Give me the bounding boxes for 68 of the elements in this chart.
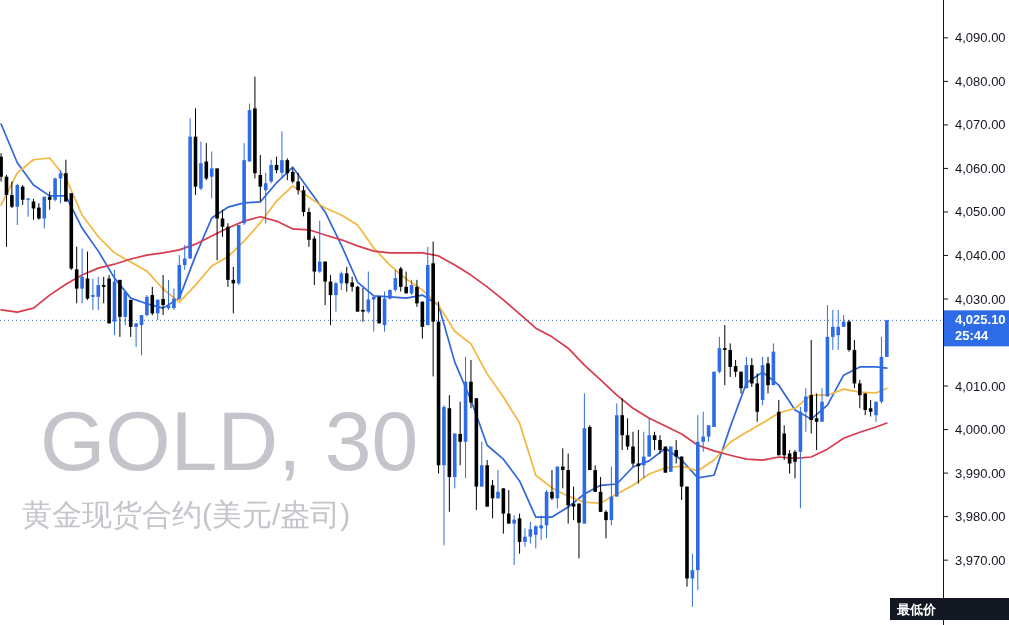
candlestick — [0, 152, 3, 182]
candlestick — [415, 279, 419, 308]
candlestick — [172, 288, 176, 311]
candlestick — [701, 411, 705, 453]
y-tick-label: 4,040.00 — [955, 247, 1006, 263]
y-tick-label: 3,970.00 — [955, 552, 1006, 568]
candlestick — [631, 431, 635, 468]
candlestick — [593, 464, 597, 493]
y-tick-label: 4,080.00 — [955, 73, 1006, 89]
candlestick — [604, 509, 608, 539]
candlestick — [317, 220, 322, 274]
candlestick — [101, 276, 106, 304]
candlestick — [334, 281, 338, 313]
candlestick — [512, 514, 516, 566]
text: GOLD, 30 — [40, 394, 419, 488]
candlestick — [577, 503, 581, 559]
candlestick — [506, 489, 511, 525]
y-tick-label: 4,050.00 — [955, 204, 1006, 220]
y-tick-label: 4,000.00 — [955, 422, 1006, 438]
candlestick — [323, 261, 327, 306]
candlestick — [674, 439, 678, 465]
candlestick — [814, 392, 819, 451]
candlestick — [496, 469, 500, 499]
candlestick — [398, 266, 403, 293]
candlestick — [80, 248, 84, 304]
candlestick — [263, 172, 268, 224]
y-tick-label: 3,990.00 — [955, 465, 1006, 481]
candlestick — [523, 527, 527, 548]
text: 最低价 — [896, 602, 937, 617]
candlestick — [620, 397, 624, 451]
candlestick — [479, 441, 484, 488]
text: 黄金现货合约(美元/盎司) — [22, 498, 351, 531]
candlestick — [155, 298, 160, 321]
y-tick-label: 4,090.00 — [955, 30, 1006, 46]
y-tick-label: 3,980.00 — [955, 509, 1006, 525]
candlestick — [15, 183, 20, 226]
candlestick — [42, 196, 47, 229]
candlestick — [296, 172, 300, 196]
y-tick-label: 4,030.00 — [955, 291, 1006, 307]
candlestick — [766, 356, 770, 394]
candlestick — [641, 431, 646, 479]
candlestick — [269, 159, 273, 184]
candlestick — [280, 130, 284, 178]
candlestick — [209, 150, 214, 199]
y-tick-label: 4,070.00 — [955, 117, 1006, 133]
candlestick — [793, 449, 797, 479]
candlestick — [728, 342, 732, 378]
y-tick-label: 4,010.00 — [955, 378, 1006, 394]
candlestick — [145, 294, 149, 317]
candlestick — [560, 447, 565, 489]
candlestick — [723, 324, 727, 386]
y-tick-label: 4,060.00 — [955, 160, 1006, 176]
candlestick — [10, 180, 14, 209]
candlestick — [361, 287, 365, 323]
candlestick — [161, 274, 165, 316]
candlestick — [182, 244, 187, 271]
candlestick — [134, 322, 138, 348]
candlestick — [647, 417, 651, 458]
candlestick — [220, 209, 225, 238]
ref-line-label: 4,025.10 25:44 — [955, 312, 1006, 344]
candlestick — [550, 469, 554, 501]
candlestick — [750, 357, 754, 388]
candlestick — [458, 401, 462, 466]
candlestick — [804, 387, 808, 433]
candlestick — [820, 387, 824, 423]
candlestick — [469, 359, 473, 409]
candlestick — [26, 197, 30, 218]
candlestick — [658, 434, 662, 455]
